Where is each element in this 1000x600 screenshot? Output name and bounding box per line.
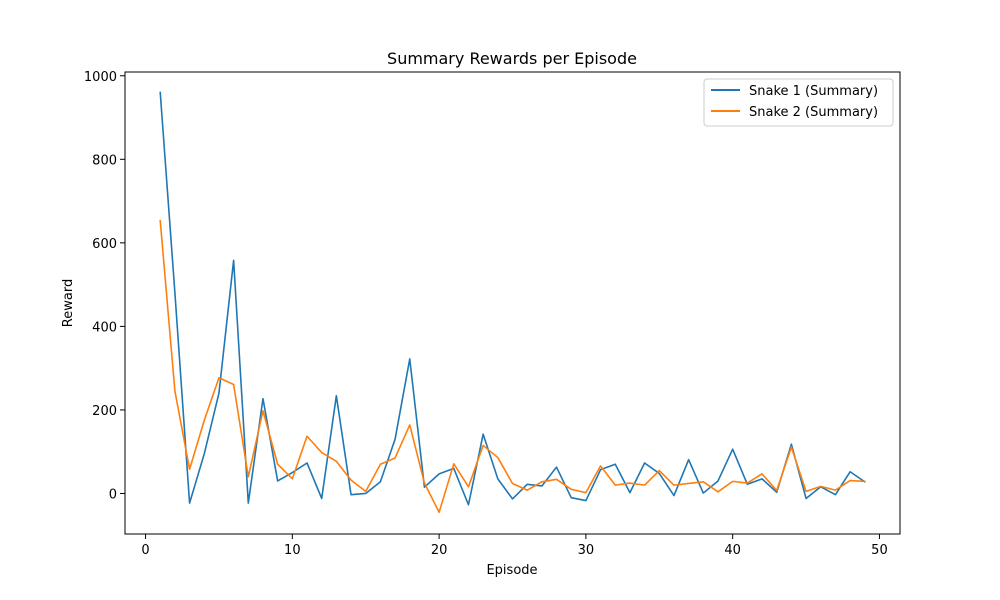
x-tick-label: 10 xyxy=(284,543,301,558)
x-tick-label: 0 xyxy=(141,543,149,558)
series-lines xyxy=(159,91,866,514)
y-tick-label: 0 xyxy=(109,487,117,502)
y-tick-label: 1000 xyxy=(84,70,117,85)
legend-box xyxy=(703,78,894,127)
series-line-snake-1 xyxy=(159,91,866,506)
legend: Snake 1 (Summary) Snake 2 (Summary) xyxy=(703,78,894,127)
y-tick-label: 400 xyxy=(92,320,117,335)
x-tick-label: 40 xyxy=(724,543,741,558)
y-tick-label: 600 xyxy=(92,237,117,252)
y-axis-label: Reward xyxy=(61,279,76,327)
legend-label-snake-2: Snake 2 (Summary) xyxy=(749,105,878,120)
x-tick-label: 20 xyxy=(431,543,448,558)
x-tick-label: 30 xyxy=(578,543,595,558)
series-line-snake-2 xyxy=(159,219,866,514)
chart-title: Summary Rewards per Episode xyxy=(387,49,637,68)
y-tick-label: 800 xyxy=(92,153,117,168)
y-tick-label: 200 xyxy=(92,404,117,419)
legend-label-snake-1: Snake 1 (Summary) xyxy=(749,84,878,99)
plot-frame xyxy=(124,71,901,535)
y-axis-ticks: 0 200 400 600 800 1000 xyxy=(84,70,125,502)
x-axis-ticks: 0 10 20 30 40 50 xyxy=(141,534,888,558)
x-axis-label: Episode xyxy=(486,563,537,578)
x-tick-label: 50 xyxy=(871,543,888,558)
